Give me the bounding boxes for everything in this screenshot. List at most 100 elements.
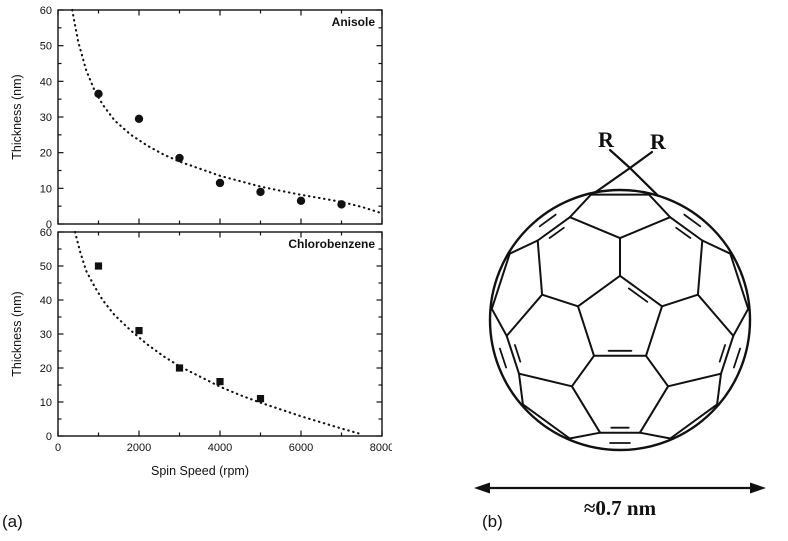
bond xyxy=(518,372,573,388)
bond xyxy=(696,293,735,337)
bond xyxy=(667,372,722,388)
data-point xyxy=(256,187,265,197)
double-bond xyxy=(514,344,522,363)
x-tick-label: 8000 xyxy=(370,442,392,454)
bond xyxy=(541,293,579,308)
bond xyxy=(645,354,670,388)
fit-curve xyxy=(71,8,384,215)
y-tick-label: 10 xyxy=(40,397,52,409)
arrowhead-right xyxy=(750,482,766,494)
panel-b: R R ≈0.7 nm xyxy=(460,60,780,530)
bond xyxy=(701,239,732,255)
double-bond xyxy=(538,213,557,228)
scale-label: ≈0.7 nm xyxy=(583,496,657,520)
panel-a: 0 10 20 30 40 50 60 Anisole Thickness (nm) 0 2000… xyxy=(2,5,392,531)
y-tick-label: 50 xyxy=(40,41,52,53)
bond xyxy=(669,216,704,242)
data-point xyxy=(256,395,265,403)
y-tick-label: 60 xyxy=(40,5,52,17)
x-tick-label: 2000 xyxy=(127,442,151,454)
arrowhead-left xyxy=(474,482,490,494)
panel-label-b: (b) xyxy=(482,512,503,531)
data-point xyxy=(216,378,224,386)
bond xyxy=(490,252,511,310)
bond xyxy=(720,334,735,375)
bond xyxy=(638,431,672,440)
y-tick-label: 40 xyxy=(40,76,52,88)
data-point xyxy=(94,262,103,270)
y-tick-label: 60 xyxy=(40,228,52,239)
panel-label-a: (a) xyxy=(2,512,23,531)
y-tick-label: 40 xyxy=(40,295,52,307)
bond xyxy=(568,431,602,440)
chlorobenzene-plot: 0 2000 4000 6000 8000 0 10 20 30 40 50 60 Chlorobenz… xyxy=(10,228,392,454)
bond xyxy=(521,403,571,440)
series-label: Anisole xyxy=(332,15,376,29)
double-bond xyxy=(499,347,507,369)
bond xyxy=(732,307,750,337)
x-axis-title: Spin Speed (rpm) xyxy=(151,464,249,478)
data-point xyxy=(175,153,184,163)
data-point xyxy=(296,196,306,206)
bond xyxy=(518,372,524,406)
y-axis-title: Thickness (nm) xyxy=(10,291,24,376)
bond xyxy=(536,239,544,296)
fit-curve xyxy=(73,230,363,436)
data-point xyxy=(175,364,184,372)
y-tick-label: 30 xyxy=(40,112,52,124)
fullerene-diagram xyxy=(474,148,766,494)
bond xyxy=(568,193,592,219)
r-substituent-bond xyxy=(608,148,632,170)
data-point xyxy=(94,89,103,99)
substituent-r-left-label: R xyxy=(598,127,614,152)
substituent-r-right-label: R xyxy=(650,129,666,154)
data-point xyxy=(135,327,143,335)
bridge-bond xyxy=(594,166,632,194)
double-bond xyxy=(675,226,692,239)
anisole-plot: 0 10 20 30 40 50 60 Anisole Thickness (nm) xyxy=(10,5,384,228)
bond xyxy=(645,305,663,357)
y-tick-label: 20 xyxy=(40,148,52,160)
plot-frame xyxy=(57,9,383,225)
double-bond xyxy=(627,287,649,303)
double-bond xyxy=(683,213,702,228)
y-tick-label: 50 xyxy=(40,261,52,273)
bond xyxy=(577,274,621,308)
data-point xyxy=(337,200,346,209)
y-axis-title: Thickness (nm) xyxy=(10,74,24,159)
bond xyxy=(696,239,704,296)
bond xyxy=(716,372,722,406)
bond xyxy=(661,293,699,308)
data-point xyxy=(134,114,144,123)
x-tick-label: 6000 xyxy=(289,442,313,454)
r-substituent-bond xyxy=(628,150,654,170)
y-tick-label: 0 xyxy=(46,219,52,228)
x-tick-label: 0 xyxy=(55,442,61,454)
bond xyxy=(570,385,602,434)
bridge-bond xyxy=(628,166,660,197)
bond xyxy=(508,239,539,255)
bond xyxy=(536,216,571,242)
y-tick-label: 10 xyxy=(40,183,52,195)
plot-frame xyxy=(57,231,383,437)
bond xyxy=(729,252,750,310)
bond xyxy=(648,193,672,219)
bond xyxy=(568,216,621,240)
bond xyxy=(669,403,719,440)
bond xyxy=(638,385,670,434)
series-label: Chlorobenzene xyxy=(288,237,375,251)
bond xyxy=(619,216,672,240)
bond xyxy=(490,307,508,337)
y-tick-label: 20 xyxy=(40,363,52,375)
double-bond xyxy=(718,344,727,363)
bond xyxy=(570,354,595,388)
double-bond xyxy=(548,226,565,239)
y-tick-label: 30 xyxy=(40,329,52,341)
cage-outline xyxy=(488,188,752,452)
bond xyxy=(505,334,520,375)
x-tick-label: 4000 xyxy=(208,442,232,454)
bond xyxy=(619,274,663,308)
bond xyxy=(577,305,595,357)
double-bond xyxy=(732,347,742,369)
